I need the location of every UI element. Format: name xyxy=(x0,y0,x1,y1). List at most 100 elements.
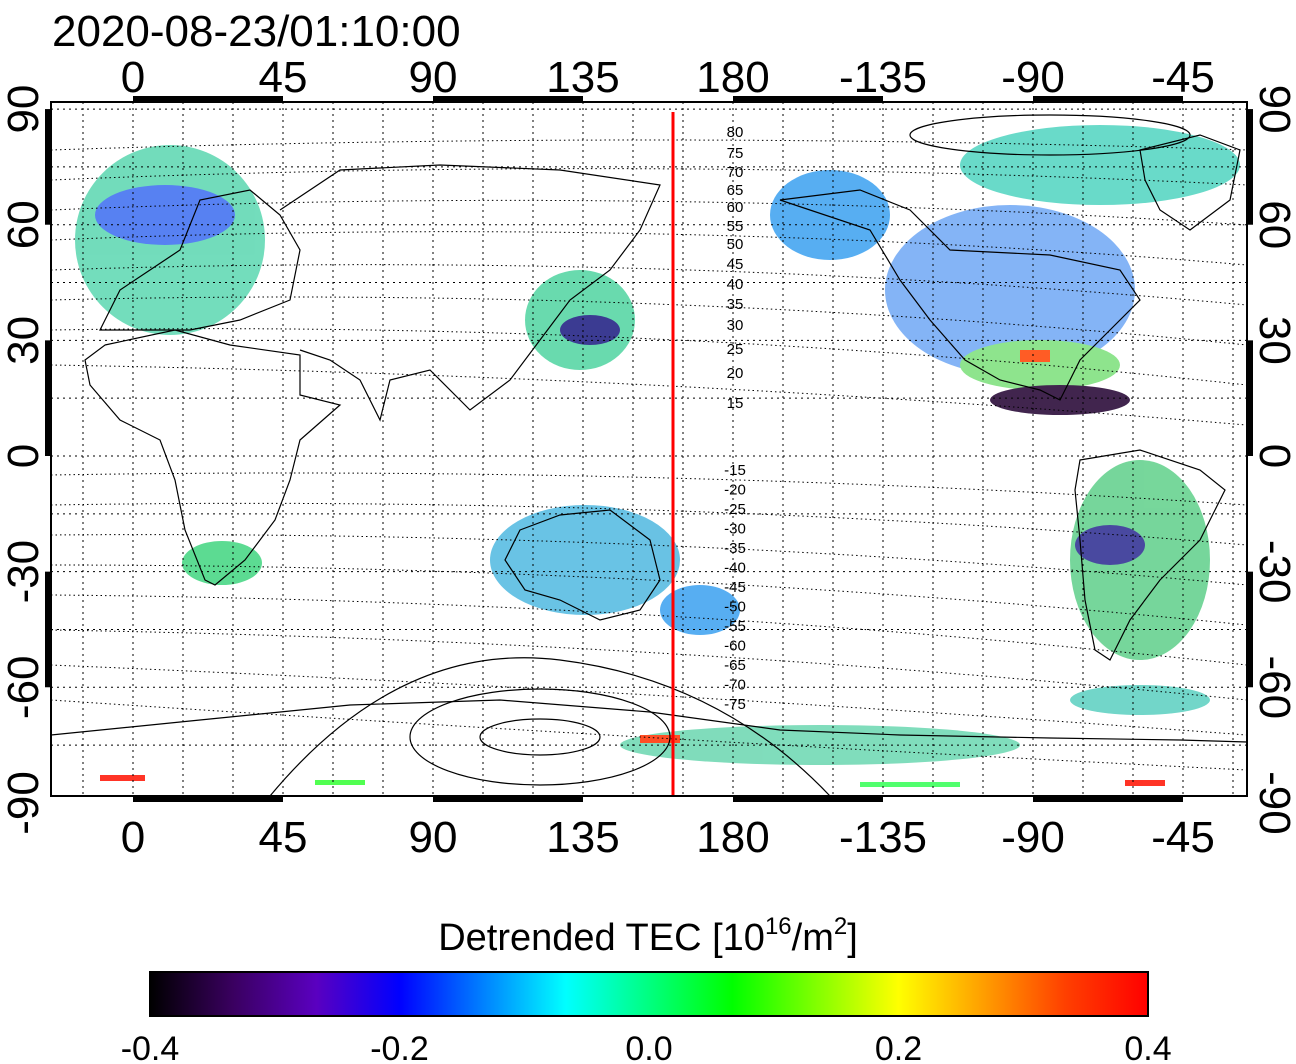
contour-label: -20 xyxy=(724,482,746,499)
contour-n1 xyxy=(51,139,1247,151)
graticule xyxy=(51,102,1247,796)
coast-antarctica xyxy=(51,699,1247,743)
contour-label: -75 xyxy=(724,696,746,713)
contour-label: 40 xyxy=(727,276,744,293)
lon-tick-label-bottom: 0 xyxy=(121,813,145,862)
lon-tick-label-top: 45 xyxy=(259,53,308,102)
lon-tick-label-bottom: 135 xyxy=(546,813,619,862)
magnetic-pole-contours xyxy=(269,114,1191,796)
colorbar-title: Detrended TEC [1016/m2] xyxy=(438,913,858,959)
contour-label: -30 xyxy=(724,521,746,538)
frame-bar-bottom xyxy=(133,796,283,802)
frame-bar-left xyxy=(45,571,51,688)
contour-label: 65 xyxy=(727,182,744,199)
frame-bar-top xyxy=(733,96,883,102)
lon-tick-label-top: 90 xyxy=(409,53,458,102)
pole-contour-south-inner xyxy=(479,718,601,756)
contour-s4 xyxy=(51,564,1247,626)
frame-bar-top xyxy=(1033,96,1183,102)
contour-label: -55 xyxy=(724,618,746,635)
pole-contour-south-mid xyxy=(409,688,671,786)
contour-label: -70 xyxy=(724,677,746,694)
frame-bar-left xyxy=(45,340,51,456)
contour-label: 35 xyxy=(727,296,744,313)
frame-bar-top xyxy=(133,96,283,102)
contour-s8 xyxy=(51,699,1247,771)
tec-spot-red-3 xyxy=(100,775,145,781)
lat-tick-label-left: -30 xyxy=(0,540,48,604)
tec-region-arctic xyxy=(960,125,1240,205)
tec-region-antarctic-pen xyxy=(1070,685,1210,715)
colorbar: Detrended TEC [1016/m2] -0.4 -0.2 0.0 0.2 0.… xyxy=(121,913,1172,1064)
contour-s3 xyxy=(51,534,1247,586)
lat-tick-label-right: 60 xyxy=(1250,200,1296,249)
lon-tick-label-top: -135 xyxy=(839,53,927,102)
contour-label: 45 xyxy=(727,256,744,273)
tec-spot-red-1 xyxy=(640,735,680,743)
colorbar-title-end: ] xyxy=(847,917,858,959)
frame-bar-right xyxy=(1247,340,1253,456)
colorbar-ticks: -0.4 -0.2 0.0 0.2 0.4 xyxy=(121,1030,1172,1064)
frame-bar-top xyxy=(433,96,583,102)
contour-s7 xyxy=(51,664,1247,736)
lat-ticks-left: 90 60 30 0 -30 -60 -90 xyxy=(0,85,48,835)
frame-bar-right xyxy=(1247,571,1253,688)
frame-bar-bottom xyxy=(733,796,883,802)
colorbar-bar xyxy=(149,971,1149,1017)
lon-tick-label-top: -90 xyxy=(1001,53,1065,102)
lon-tick-label-top: 135 xyxy=(546,53,619,102)
contour-label: -65 xyxy=(724,657,746,674)
contour-label: -60 xyxy=(724,638,746,655)
contour-label: 25 xyxy=(727,341,744,358)
contour-s5 xyxy=(51,594,1247,666)
coast-greenland xyxy=(1139,134,1241,231)
tec-region-south-america xyxy=(1070,460,1210,660)
tec-region-sa-low xyxy=(1075,525,1145,565)
lon-tick-label-bottom: -45 xyxy=(1151,813,1215,862)
contour-n3 xyxy=(51,199,1247,226)
coast-north-america xyxy=(779,189,1141,401)
coast-europe xyxy=(99,189,301,331)
magnetic-contours xyxy=(51,139,1247,771)
lat-tick-label-left: 90 xyxy=(0,85,48,134)
contour-label: -25 xyxy=(724,501,746,518)
tec-spot-green-2 xyxy=(860,782,960,787)
lon-tick-label-top: 180 xyxy=(696,53,769,102)
coast-africa xyxy=(84,329,342,586)
pole-contour-north xyxy=(909,114,1191,156)
contour-label: -40 xyxy=(724,560,746,577)
tec-region-australia xyxy=(490,505,680,615)
lat-tick-label-right: -30 xyxy=(1250,540,1296,604)
coast-asia xyxy=(279,164,661,422)
contour-label: 70 xyxy=(727,164,744,181)
lon-ticks-bottom: 0 45 90 135 180 -135 -90 -45 xyxy=(121,813,1215,862)
colorbar-title-sup2: 2 xyxy=(834,913,847,940)
contour-label: 75 xyxy=(727,145,744,162)
tec-region-alaska xyxy=(770,170,890,260)
contour-label: 55 xyxy=(727,218,744,235)
colorbar-tick-label: 0.0 xyxy=(625,1030,672,1064)
tec-region-japan-low xyxy=(560,315,620,345)
timestamp-title: 2020-08-23/01:10:00 xyxy=(52,7,461,56)
lat-tick-label-right: 30 xyxy=(1250,316,1296,365)
contour-label: -50 xyxy=(724,599,746,616)
lat-tick-label-left: -60 xyxy=(0,655,48,719)
contour-label: 50 xyxy=(727,236,744,253)
lat-ticks-right: 90 60 30 0 -30 -60 -90 xyxy=(1250,85,1296,835)
coast-australia xyxy=(504,509,661,621)
lat-tick-label-left: 30 xyxy=(0,316,48,365)
contour-label: 60 xyxy=(727,199,744,216)
pole-contour-south-outer xyxy=(269,657,831,796)
frame-bar-bottom xyxy=(433,796,583,802)
tec-region-europe-low xyxy=(95,185,235,245)
tec-spot-red-2 xyxy=(1020,350,1050,362)
lon-tick-label-bottom: 180 xyxy=(696,813,769,862)
contour-n2 xyxy=(51,168,1247,186)
contour-label: 30 xyxy=(727,317,744,334)
lon-tick-label-top: 0 xyxy=(121,53,145,102)
contour-n7 xyxy=(51,328,1247,386)
contour-label: -35 xyxy=(724,540,746,557)
